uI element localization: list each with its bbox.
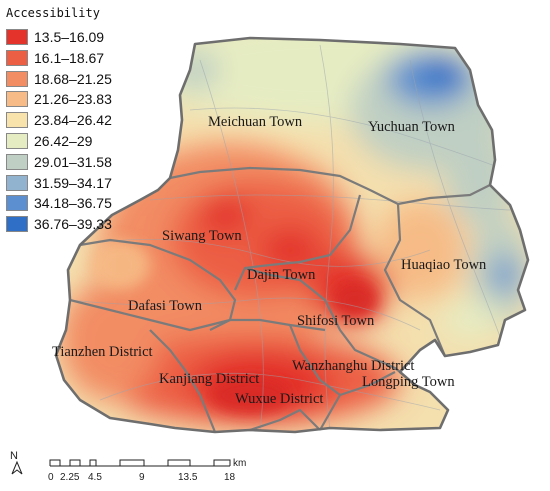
legend-item: 13.5–16.09 bbox=[6, 28, 176, 46]
scale-tick-4: 13.5 bbox=[178, 472, 198, 483]
place-label-huaqiao: Huaqiao Town bbox=[401, 257, 487, 273]
legend-label: 21.26–23.83 bbox=[34, 91, 112, 108]
scale-tick-5: 18 bbox=[224, 472, 236, 483]
legend-label: 31.59–34.17 bbox=[34, 174, 112, 191]
legend-label: 18.68–21.25 bbox=[34, 70, 112, 87]
place-labels: Meichuan Town Yuchuan Town Siwang Town D… bbox=[52, 114, 487, 407]
legend-swatch bbox=[6, 112, 28, 129]
place-label-siwang: Siwang Town bbox=[162, 228, 242, 244]
legend-swatch bbox=[6, 174, 28, 191]
north-arrow-icon bbox=[11, 460, 23, 475]
scale-unit: km bbox=[233, 458, 246, 469]
place-label-dajin: Dajin Town bbox=[247, 267, 316, 283]
legend-swatch bbox=[6, 153, 28, 170]
county-outline bbox=[54, 36, 530, 434]
legend-item: 29.01–31.58 bbox=[6, 153, 176, 171]
place-label-shifosi: Shifosi Town bbox=[297, 313, 375, 329]
legend-label: 23.84–26.42 bbox=[34, 112, 112, 129]
place-label-yuchuan: Yuchuan Town bbox=[368, 119, 456, 135]
scale-tick-1: 2.25 bbox=[60, 472, 80, 483]
accessibility-surface bbox=[56, 38, 528, 432]
place-label-kanjiang: Kanjiang District bbox=[159, 371, 259, 387]
legend-label: 26.42–29 bbox=[34, 133, 93, 149]
legend-item: 31.59–34.17 bbox=[6, 174, 176, 192]
legend-swatch bbox=[6, 216, 28, 233]
place-label-wanzhanghu: Wanzhanghu District bbox=[292, 358, 414, 374]
legend-swatch bbox=[6, 49, 28, 66]
scale-bar: km 0 2.25 4.5 9 13.5 18 bbox=[48, 458, 246, 483]
legend-item: 18.68–21.25 bbox=[6, 70, 176, 88]
legend-label: 36.76–39.33 bbox=[34, 216, 112, 233]
north-label: N bbox=[10, 450, 18, 462]
legend-swatch bbox=[6, 133, 28, 149]
legend-swatch bbox=[6, 29, 28, 45]
legend-swatch bbox=[6, 195, 28, 212]
legend-item: 23.84–26.42 bbox=[6, 111, 176, 129]
legend-label: 13.5–16.09 bbox=[34, 29, 105, 45]
place-label-tianzhen: Tianzhen District bbox=[52, 344, 153, 360]
north-arrow: N bbox=[10, 450, 23, 475]
scale-tick-0: 0 bbox=[48, 472, 54, 483]
place-label-meichuan: Meichuan Town bbox=[208, 114, 303, 130]
place-label-longping: Longping Town bbox=[362, 374, 455, 390]
legend-swatch bbox=[6, 91, 28, 108]
legend-label: 29.01–31.58 bbox=[34, 153, 112, 170]
legend-item: 21.26–23.83 bbox=[6, 90, 176, 108]
legend-title: Accessibility bbox=[6, 6, 100, 20]
place-label-dafasi: Dafasi Town bbox=[128, 298, 203, 314]
legend-swatch bbox=[6, 70, 28, 87]
scale-tick-3: 9 bbox=[139, 472, 145, 483]
legend-label: 16.1–18.67 bbox=[34, 49, 105, 66]
scale-tick-2: 4.5 bbox=[88, 472, 102, 483]
legend-item: 34.18–36.75 bbox=[6, 194, 176, 212]
legend-item: 36.76–39.33 bbox=[6, 215, 176, 233]
township-boundaries bbox=[69, 166, 491, 433]
legend-item: 16.1–18.67 bbox=[6, 49, 176, 67]
legend-label: 34.18–36.75 bbox=[34, 195, 112, 212]
place-label-wuxue: Wuxue District bbox=[235, 391, 323, 407]
legend-item: 26.42–29 bbox=[6, 132, 176, 150]
